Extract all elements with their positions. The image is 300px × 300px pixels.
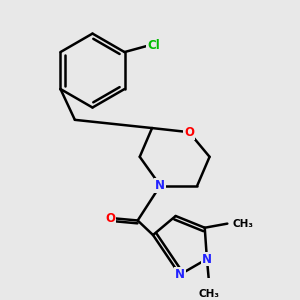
Text: O: O: [184, 126, 194, 139]
Text: O: O: [105, 212, 115, 225]
Text: N: N: [155, 179, 165, 192]
Text: N: N: [175, 268, 185, 281]
Text: CH₃: CH₃: [232, 219, 253, 229]
Text: Cl: Cl: [147, 39, 160, 52]
Text: CH₃: CH₃: [199, 289, 220, 299]
Text: N: N: [202, 253, 212, 266]
